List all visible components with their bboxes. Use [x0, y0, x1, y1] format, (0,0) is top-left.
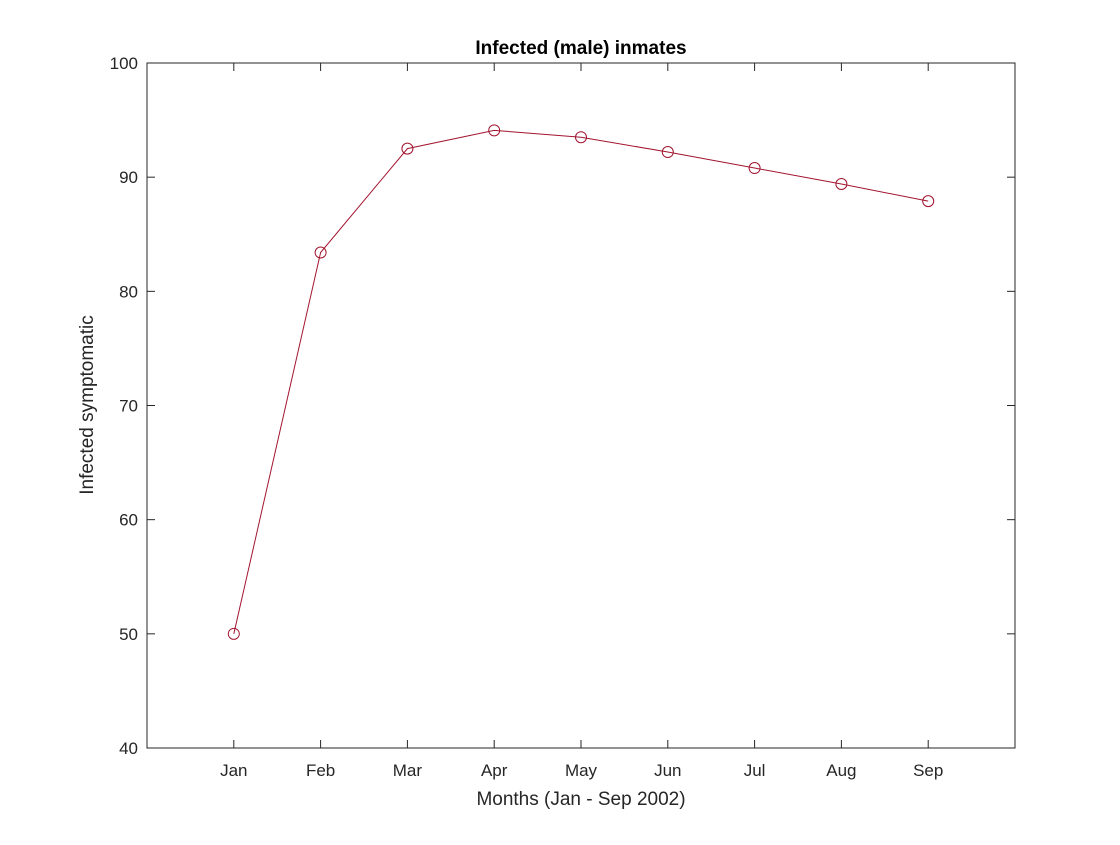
data-point-marker: [314, 246, 327, 259]
data-point-marker: [748, 162, 761, 175]
series-layer: [227, 124, 935, 640]
plot-area: [147, 63, 1015, 748]
y-tick-label: 80: [119, 282, 138, 301]
x-tick-label: Apr: [481, 761, 508, 780]
x-tick-label: Jan: [220, 761, 247, 780]
series-line: [233, 129, 929, 634]
axes-box: [146, 62, 1016, 749]
x-tick-label: Feb: [306, 761, 335, 780]
data-point-marker: [227, 627, 240, 640]
x-tick-label: May: [565, 761, 598, 780]
data-point-marker: [488, 124, 501, 137]
x-tick-label: Aug: [826, 761, 856, 780]
y-tick-label: 40: [119, 739, 138, 758]
data-point-marker: [661, 146, 674, 159]
x-tick-label: Sep: [913, 761, 943, 780]
data-point-marker: [835, 178, 848, 191]
x-axis-title: Months (Jan - Sep 2002): [476, 789, 685, 810]
x-tick-label: Mar: [393, 761, 423, 780]
y-tick-label: 60: [119, 511, 138, 530]
y-tick-label: 70: [119, 397, 138, 416]
y-axis-title: Infected symptomatic: [77, 315, 98, 495]
chart-title: Infected (male) inmates: [475, 38, 686, 59]
y-tick-label: 90: [119, 168, 138, 187]
x-tick-label: Jul: [744, 761, 766, 780]
y-tick-label: 50: [119, 625, 138, 644]
y-tick-label: 100: [110, 54, 138, 73]
data-point-marker: [401, 142, 414, 155]
data-point-marker: [575, 131, 587, 144]
data-point-marker: [922, 195, 935, 208]
x-tick-label: Jun: [654, 761, 681, 780]
